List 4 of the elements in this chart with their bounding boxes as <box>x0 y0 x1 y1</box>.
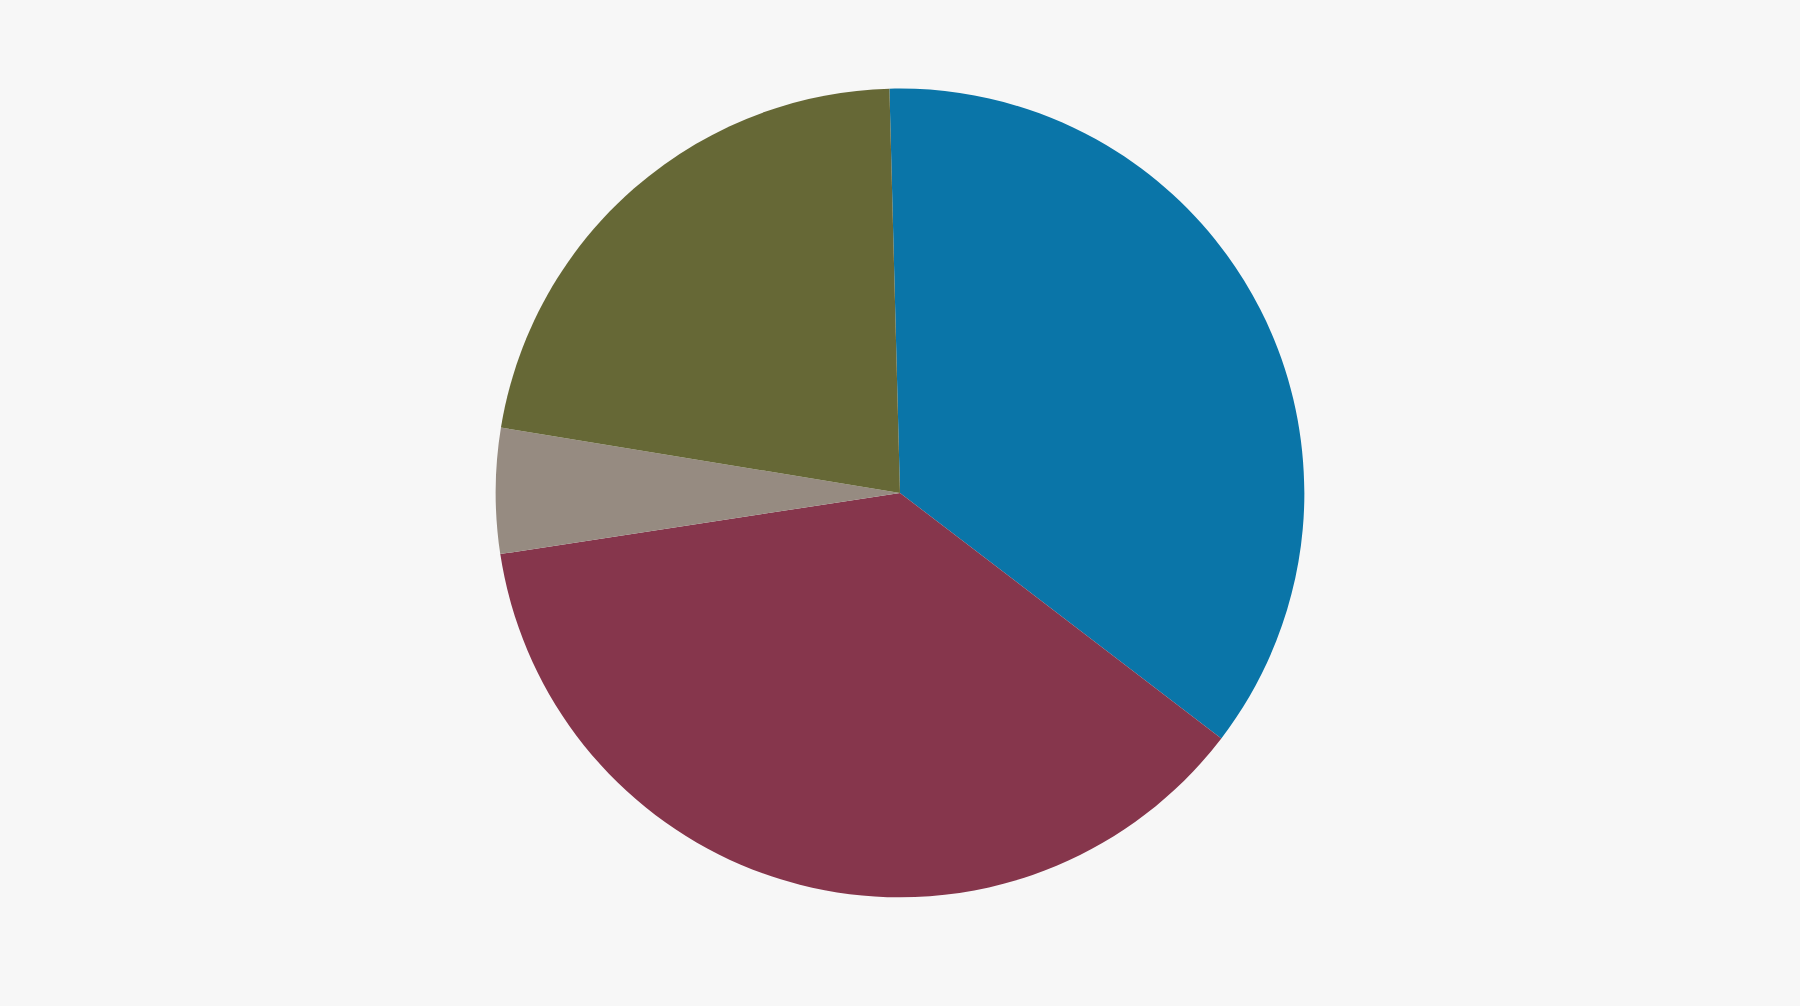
pie-slice <box>500 88 900 493</box>
pie-slice <box>889 88 1305 739</box>
pie-slice <box>495 427 900 555</box>
pie-slice <box>500 492 1222 898</box>
